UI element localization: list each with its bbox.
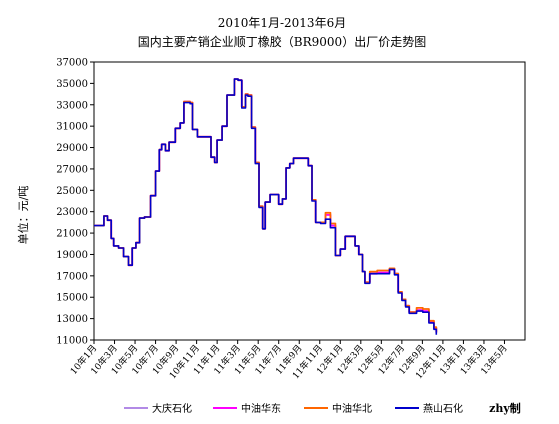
legend-item: 大庆石化: [152, 402, 192, 415]
y-tick-label: 17000: [56, 271, 88, 282]
plot-area: [93, 61, 526, 341]
y-tick-label: 13000: [56, 314, 88, 325]
legend-item: 燕山石化: [423, 402, 463, 415]
y-tick-label: 19000: [56, 250, 88, 261]
x-axis: 10年1月10年3月10年5月10年7月10年9月10年11月11年1月11年3…: [67, 340, 510, 381]
legend: 大庆石化 中油华东 中油华北 燕山石化: [124, 402, 463, 415]
y-tick-label: 25000: [56, 186, 88, 197]
y-tick-label: 31000: [56, 122, 88, 133]
chart-subtitle: 国内主要产销企业顺丁橡胶（BR9000）出厂价走势图: [138, 34, 426, 49]
y-tick-label: 11000: [56, 336, 88, 347]
chart-title: 2010年1月-2013年6月: [218, 16, 346, 30]
credit-text: zhy制: [489, 401, 521, 415]
y-axis-label: 单位：元/吨: [16, 186, 30, 245]
y-tick-label: 15000: [56, 293, 88, 304]
y-tick-label: 23000: [56, 207, 88, 218]
y-tick-label: 37000: [56, 58, 88, 69]
series-line-4: [94, 78, 438, 335]
series-lines: [94, 78, 438, 335]
y-tick-label: 35000: [56, 79, 88, 90]
y-tick-label: 21000: [56, 229, 88, 240]
y-tick-label: 27000: [56, 164, 88, 175]
legend-item: 中油华北: [332, 402, 372, 415]
y-axis: 11000 13000 15000 17000 19000 21000 23000 25000…: [56, 58, 94, 347]
legend-item: 中油华东: [241, 402, 281, 415]
y-tick-label: 33000: [56, 100, 88, 111]
y-tick-label: 29000: [56, 143, 88, 154]
